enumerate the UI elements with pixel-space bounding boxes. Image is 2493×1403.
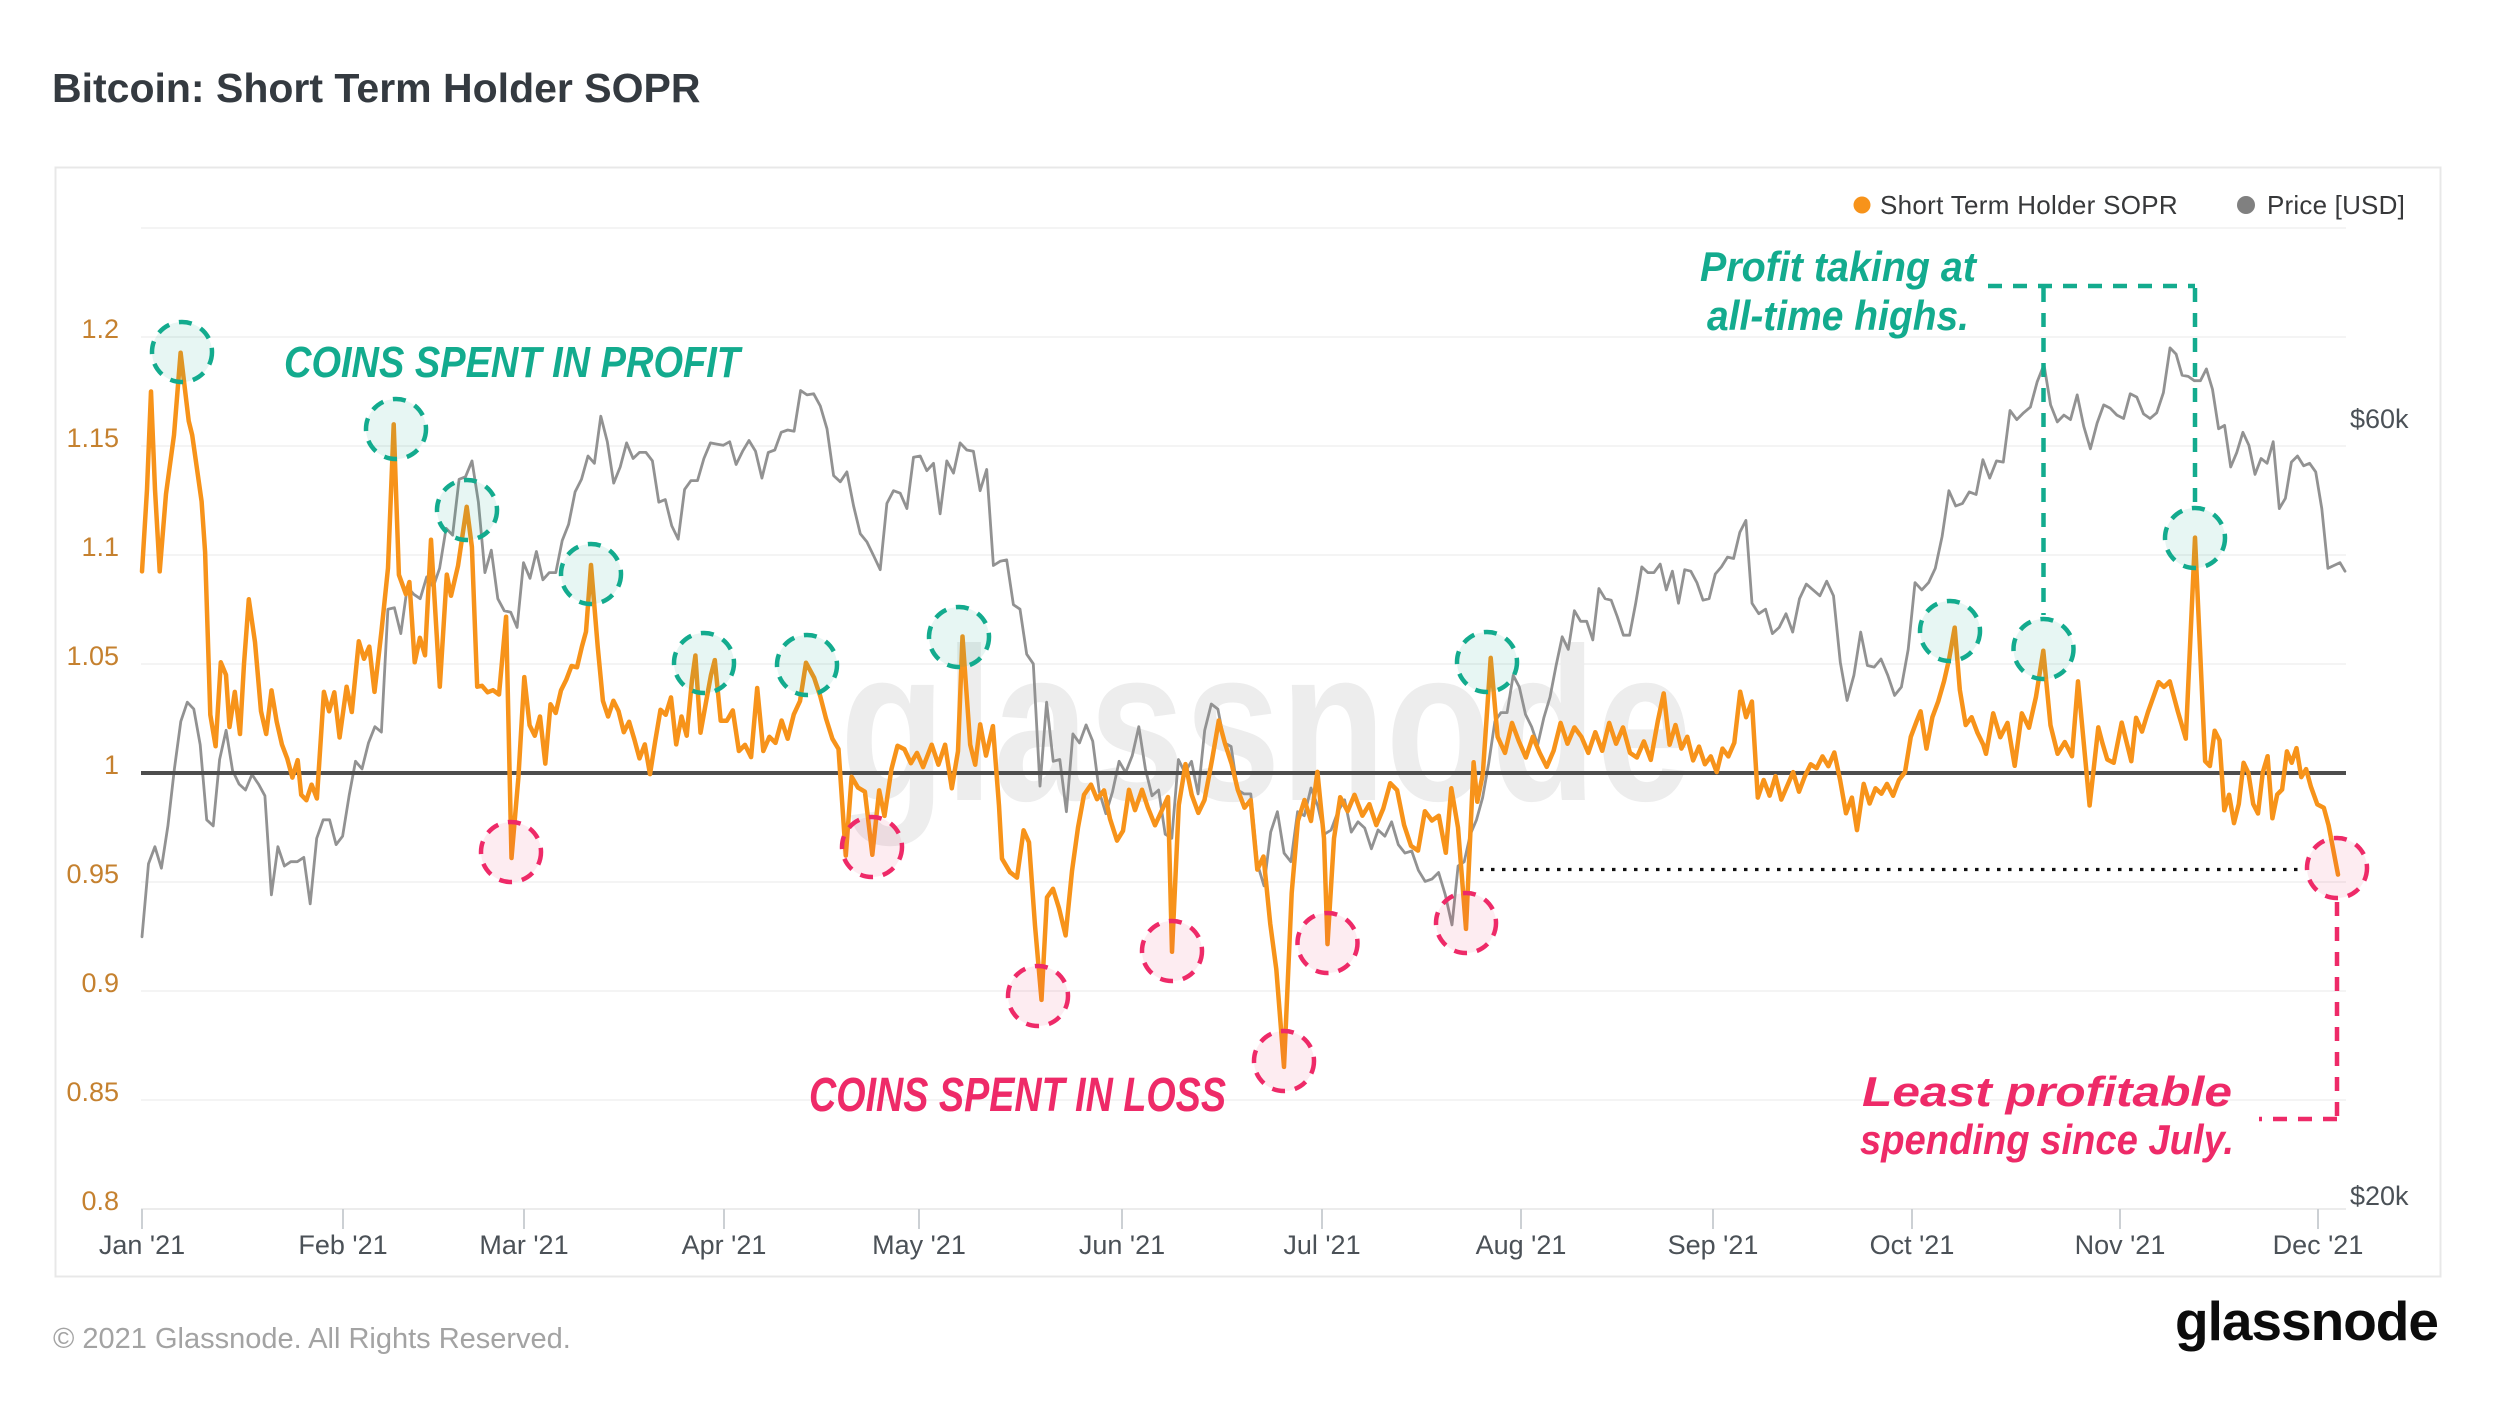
svg-text:Least profitable: Least profitable xyxy=(1862,1068,2232,1115)
svg-text:0.95: 0.95 xyxy=(66,859,119,889)
svg-text:Oct '21: Oct '21 xyxy=(1870,1230,1955,1260)
svg-text:1.1: 1.1 xyxy=(81,532,119,562)
svg-text:Dec '21: Dec '21 xyxy=(2273,1230,2364,1260)
svg-text:COINS SPENT IN PROFIT: COINS SPENT IN PROFIT xyxy=(284,338,743,387)
svg-text:1: 1 xyxy=(104,750,119,780)
svg-text:Short Term Holder SOPR: Short Term Holder SOPR xyxy=(1880,190,2178,220)
svg-text:$20k: $20k xyxy=(2350,1181,2409,1211)
svg-text:© 2021 Glassnode. All Rights R: © 2021 Glassnode. All Rights Reserved. xyxy=(53,1323,571,1355)
svg-text:$60k: $60k xyxy=(2350,404,2409,434)
svg-text:0.85: 0.85 xyxy=(66,1077,119,1107)
svg-text:Mar '21: Mar '21 xyxy=(479,1230,568,1260)
svg-text:1.05: 1.05 xyxy=(66,641,119,671)
svg-text:Price [USD]: Price [USD] xyxy=(2267,190,2405,220)
svg-text:Bitcoin: Short Term Holder SOP: Bitcoin: Short Term Holder SOPR xyxy=(52,65,700,111)
svg-text:Aug '21: Aug '21 xyxy=(1476,1230,1567,1260)
svg-text:Nov '21: Nov '21 xyxy=(2075,1230,2166,1260)
svg-text:Feb '21: Feb '21 xyxy=(298,1230,387,1260)
svg-text:May '21: May '21 xyxy=(872,1230,966,1260)
svg-text:Jan '21: Jan '21 xyxy=(99,1230,185,1260)
svg-text:0.9: 0.9 xyxy=(81,968,119,998)
svg-text:Sep '21: Sep '21 xyxy=(1668,1230,1759,1260)
svg-text:all-time highs.: all-time highs. xyxy=(1707,292,1969,339)
svg-text:Jul '21: Jul '21 xyxy=(1283,1230,1360,1260)
svg-text:1.15: 1.15 xyxy=(66,423,119,453)
svg-text:0.8: 0.8 xyxy=(81,1186,119,1216)
svg-text:glassnode: glassnode xyxy=(2175,1290,2438,1352)
svg-text:COINS SPENT IN LOSS: COINS SPENT IN LOSS xyxy=(809,1069,1226,1122)
svg-text:spending since July.: spending since July. xyxy=(1860,1116,2234,1163)
svg-text:Apr '21: Apr '21 xyxy=(682,1230,767,1260)
svg-text:Profit taking at: Profit taking at xyxy=(1700,243,1978,290)
svg-text:1.2: 1.2 xyxy=(81,314,119,344)
svg-text:Jun '21: Jun '21 xyxy=(1079,1230,1165,1260)
